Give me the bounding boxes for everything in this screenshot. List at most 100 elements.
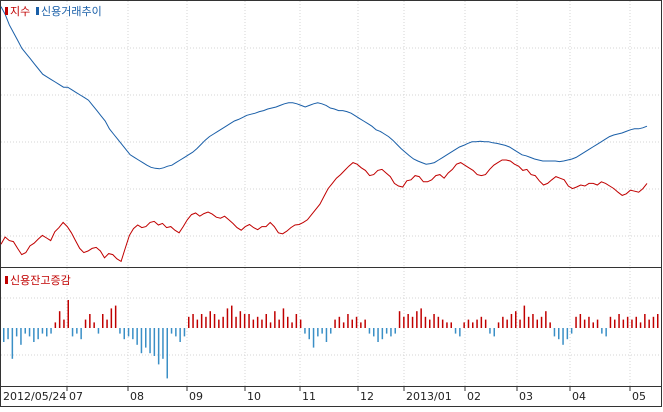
bar bbox=[54, 322, 57, 328]
bar bbox=[140, 328, 143, 354]
bar bbox=[200, 314, 203, 328]
bar bbox=[364, 319, 366, 328]
bar bbox=[235, 316, 237, 328]
bar bbox=[295, 314, 298, 328]
bar-layer bbox=[3, 300, 659, 379]
bar bbox=[347, 314, 349, 328]
bar bbox=[390, 328, 392, 337]
bar bbox=[575, 316, 577, 328]
bar bbox=[385, 328, 388, 334]
bar bbox=[269, 322, 272, 328]
bar bbox=[183, 328, 186, 337]
bar bbox=[28, 328, 31, 337]
legend-swatch-index bbox=[5, 7, 8, 15]
x-tick-label: 08 bbox=[130, 390, 144, 403]
bar bbox=[360, 322, 362, 328]
bar bbox=[179, 328, 181, 342]
bar bbox=[605, 328, 607, 337]
x-tick-layer: 2012/05/24 07 08 09 10 11 12 2013/01 02 03 04 05 bbox=[3, 386, 646, 403]
bar bbox=[71, 328, 74, 337]
bar bbox=[373, 328, 375, 337]
bar bbox=[7, 328, 9, 340]
bar bbox=[317, 328, 319, 337]
bar bbox=[226, 308, 229, 328]
legend-label-credit: 신용거래추이 bbox=[41, 5, 102, 18]
bar bbox=[41, 328, 44, 334]
bar bbox=[429, 319, 431, 328]
bar bbox=[127, 328, 130, 337]
bar bbox=[480, 316, 483, 328]
series-line-index bbox=[0, 159, 648, 263]
bar bbox=[209, 311, 211, 328]
bar bbox=[450, 322, 452, 328]
bar bbox=[265, 314, 267, 328]
bar bbox=[15, 328, 18, 337]
x-tick-label: 12 bbox=[360, 390, 374, 403]
bar bbox=[467, 319, 470, 328]
bar bbox=[527, 316, 530, 328]
legend-swatch-balance bbox=[5, 276, 8, 284]
bar bbox=[239, 311, 242, 328]
bar bbox=[583, 319, 586, 328]
bar bbox=[463, 322, 465, 328]
line-layer bbox=[0, 6, 648, 263]
x-axis-strip bbox=[0, 386, 662, 407]
bar bbox=[80, 328, 82, 340]
bar bbox=[652, 316, 655, 328]
bar bbox=[20, 328, 22, 345]
lower-panel-frame bbox=[0, 267, 662, 387]
bar bbox=[46, 328, 48, 337]
bar bbox=[532, 314, 534, 328]
bar bbox=[472, 322, 474, 328]
bar bbox=[433, 314, 435, 328]
bar bbox=[441, 319, 444, 328]
bar bbox=[145, 328, 147, 348]
bar bbox=[287, 316, 289, 328]
bar bbox=[398, 311, 401, 328]
bar bbox=[58, 311, 61, 328]
bar bbox=[136, 328, 138, 345]
bar bbox=[123, 328, 125, 340]
bar bbox=[381, 328, 384, 340]
bar bbox=[536, 319, 538, 328]
bar bbox=[497, 322, 500, 328]
bar bbox=[454, 328, 457, 334]
bar bbox=[261, 319, 263, 328]
bar bbox=[540, 316, 543, 328]
bar bbox=[338, 316, 341, 328]
bar bbox=[618, 314, 620, 328]
x-tick-label: 09 bbox=[189, 390, 203, 403]
bar bbox=[222, 316, 224, 328]
bar bbox=[304, 328, 306, 334]
bar bbox=[614, 319, 616, 328]
grid-layer bbox=[1, 1, 661, 386]
bar bbox=[76, 328, 78, 334]
bar bbox=[231, 305, 233, 328]
bar bbox=[639, 322, 642, 328]
bar bbox=[545, 311, 547, 328]
bar bbox=[110, 308, 113, 328]
bar bbox=[149, 328, 151, 354]
x-tick-label: 07 bbox=[69, 390, 83, 403]
bar bbox=[119, 328, 121, 334]
bar bbox=[355, 316, 358, 328]
legend-label-index: 지수 bbox=[10, 5, 30, 18]
bar bbox=[308, 328, 310, 340]
bar bbox=[657, 314, 659, 328]
bar bbox=[351, 319, 353, 328]
bar bbox=[188, 316, 190, 328]
bar bbox=[631, 319, 633, 328]
x-tick-label: 04 bbox=[572, 390, 586, 403]
bar bbox=[89, 314, 91, 328]
bar bbox=[622, 319, 625, 328]
bar bbox=[411, 316, 414, 328]
bar bbox=[162, 328, 164, 359]
bar bbox=[106, 319, 108, 328]
bar bbox=[558, 328, 560, 340]
bar bbox=[515, 311, 517, 328]
bar bbox=[278, 319, 280, 328]
bar bbox=[484, 319, 487, 328]
bar bbox=[566, 328, 569, 340]
bar bbox=[648, 319, 650, 328]
bar bbox=[132, 328, 134, 340]
